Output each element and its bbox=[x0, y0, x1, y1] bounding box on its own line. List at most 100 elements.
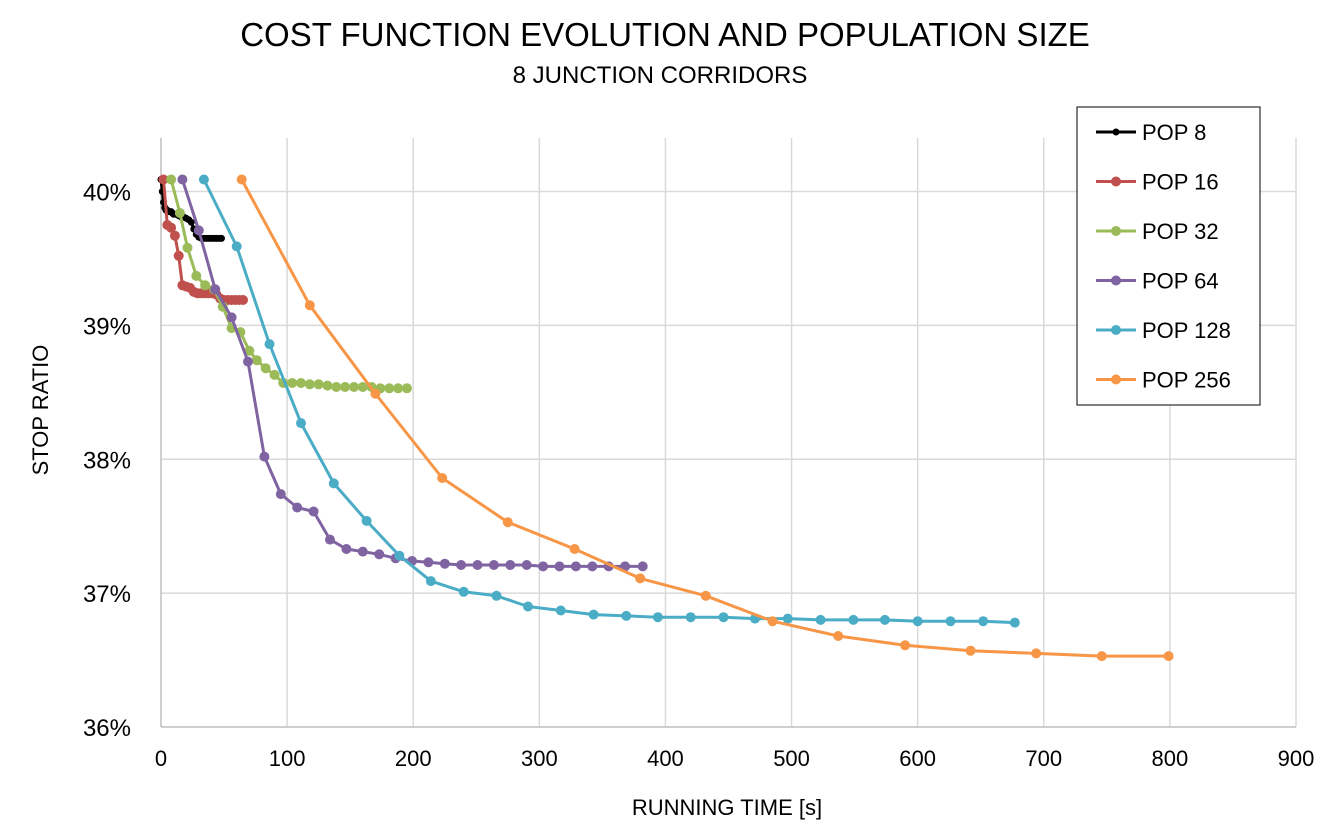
data-point-pop-32 bbox=[174, 208, 185, 218]
data-point-pop-32 bbox=[384, 383, 395, 394]
legend-label: POP 128 bbox=[1142, 318, 1231, 343]
data-point-pop-256 bbox=[236, 174, 247, 185]
data-point-pop-64 bbox=[325, 534, 335, 545]
data-point-pop-64 bbox=[193, 225, 204, 236]
data-point-pop-64 bbox=[456, 560, 467, 570]
data-point-pop-32 bbox=[393, 383, 404, 394]
data-point-pop-32 bbox=[304, 379, 315, 390]
data-point-pop-128 bbox=[912, 616, 923, 627]
data-point-pop-128 bbox=[718, 612, 729, 623]
data-point-pop-128 bbox=[621, 610, 632, 621]
data-point-pop-64 bbox=[341, 544, 352, 554]
data-point-pop-64 bbox=[374, 549, 385, 560]
data-point-pop-128 bbox=[425, 576, 436, 587]
x-tick-label: 100 bbox=[269, 746, 306, 771]
legend-item-pop-64: POP 64 bbox=[1096, 269, 1219, 294]
data-point-pop-256 bbox=[304, 300, 315, 311]
data-point-pop-32 bbox=[269, 369, 280, 380]
legend-swatch-marker bbox=[1111, 176, 1121, 187]
data-point-pop-128 bbox=[523, 601, 533, 612]
data-point-pop-8 bbox=[187, 218, 195, 226]
legend-item-pop-256: POP 256 bbox=[1096, 368, 1231, 393]
legend-label: POP 64 bbox=[1142, 269, 1219, 294]
x-axis-label: RUNNING TIME [s] bbox=[632, 795, 822, 820]
data-point-pop-64 bbox=[275, 489, 286, 500]
legend-item-pop-16: POP 16 bbox=[1096, 170, 1219, 195]
data-point-pop-32 bbox=[322, 380, 333, 391]
x-tick-label: 0 bbox=[155, 746, 167, 771]
series-group bbox=[157, 174, 1174, 662]
legend-label: POP 8 bbox=[1142, 120, 1206, 145]
legend-swatch-marker bbox=[1111, 226, 1121, 236]
data-point-pop-64 bbox=[554, 561, 565, 572]
data-point-pop-32 bbox=[287, 378, 298, 388]
data-point-pop-128 bbox=[491, 590, 502, 601]
data-point-pop-128 bbox=[815, 614, 826, 625]
data-point-pop-256 bbox=[900, 640, 911, 651]
data-point-pop-64 bbox=[538, 561, 549, 572]
data-point-pop-64 bbox=[472, 560, 483, 570]
axes bbox=[160, 138, 1296, 728]
legend-swatch-marker bbox=[1111, 374, 1121, 385]
data-point-pop-128 bbox=[231, 241, 242, 252]
data-point-pop-256 bbox=[965, 645, 976, 656]
data-point-pop-256 bbox=[437, 473, 448, 483]
y-tick-label: 39% bbox=[83, 313, 131, 340]
data-point-pop-64 bbox=[259, 451, 270, 462]
data-point-pop-256 bbox=[1031, 648, 1042, 659]
x-tick-label: 700 bbox=[1025, 746, 1062, 771]
y-tick-label: 40% bbox=[83, 180, 131, 207]
data-point-pop-16 bbox=[158, 174, 169, 185]
data-point-pop-8 bbox=[218, 234, 225, 242]
data-point-pop-128 bbox=[588, 609, 599, 620]
data-point-pop-64 bbox=[210, 284, 221, 295]
x-tick-label: 400 bbox=[647, 746, 684, 771]
x-tick-labels: 0 100 200 300 400 500 600 700 800 900 bbox=[155, 746, 1314, 771]
data-point-pop-32 bbox=[313, 379, 324, 390]
legend-swatch-marker bbox=[1111, 325, 1121, 335]
series-line-pop-128 bbox=[202, 178, 1015, 625]
chart-subtitle: 8 JUNCTION CORRIDORS bbox=[513, 62, 808, 89]
legend-swatch-marker bbox=[1112, 128, 1120, 136]
data-point-pop-128 bbox=[978, 616, 989, 627]
data-point-pop-64 bbox=[292, 502, 303, 513]
x-tick-label: 800 bbox=[1152, 746, 1189, 771]
data-point-pop-32 bbox=[357, 382, 368, 392]
data-point-pop-256 bbox=[1163, 651, 1174, 662]
x-tick-label: 600 bbox=[899, 746, 936, 771]
y-tick-labels: 36% 37% 38% 39% 40% bbox=[83, 180, 131, 742]
data-point-pop-32 bbox=[191, 270, 202, 281]
data-point-pop-64 bbox=[423, 557, 434, 568]
chart-title: COST FUNCTION EVOLUTION AND POPULATION S… bbox=[240, 16, 1090, 53]
data-point-pop-64 bbox=[570, 561, 581, 572]
series-pop-128 bbox=[198, 174, 1020, 628]
data-point-pop-64 bbox=[521, 560, 532, 570]
x-tick-label: 200 bbox=[395, 746, 432, 771]
data-point-pop-16 bbox=[238, 295, 248, 305]
data-point-pop-128 bbox=[652, 612, 663, 623]
data-point-pop-128 bbox=[685, 612, 696, 623]
data-point-pop-128 bbox=[264, 339, 275, 350]
data-point-pop-128 bbox=[296, 418, 306, 429]
data-point-pop-64 bbox=[177, 174, 188, 185]
data-point-pop-128 bbox=[198, 174, 209, 185]
y-axis-label: STOP RATIO bbox=[28, 345, 53, 476]
data-point-pop-64 bbox=[587, 561, 598, 572]
data-point-pop-128 bbox=[848, 614, 859, 625]
y-tick-label: 37% bbox=[83, 581, 131, 608]
series-pop-64 bbox=[177, 174, 648, 572]
data-point-pop-64 bbox=[488, 560, 499, 570]
data-point-pop-64 bbox=[439, 558, 450, 569]
legend: POP 8 POP 16 POP 32 POP 64 POP 128 POP 256 bbox=[1076, 106, 1261, 406]
data-point-pop-64 bbox=[308, 506, 319, 517]
data-point-pop-64 bbox=[637, 561, 648, 572]
y-tick-label: 36% bbox=[83, 715, 131, 742]
data-point-pop-32 bbox=[182, 242, 193, 253]
data-point-pop-256 bbox=[700, 590, 711, 601]
data-point-pop-16 bbox=[169, 230, 180, 241]
legend-label: POP 16 bbox=[1142, 170, 1219, 195]
data-point-pop-32 bbox=[331, 382, 342, 392]
data-point-pop-128 bbox=[458, 586, 469, 597]
data-point-pop-256 bbox=[569, 544, 580, 554]
